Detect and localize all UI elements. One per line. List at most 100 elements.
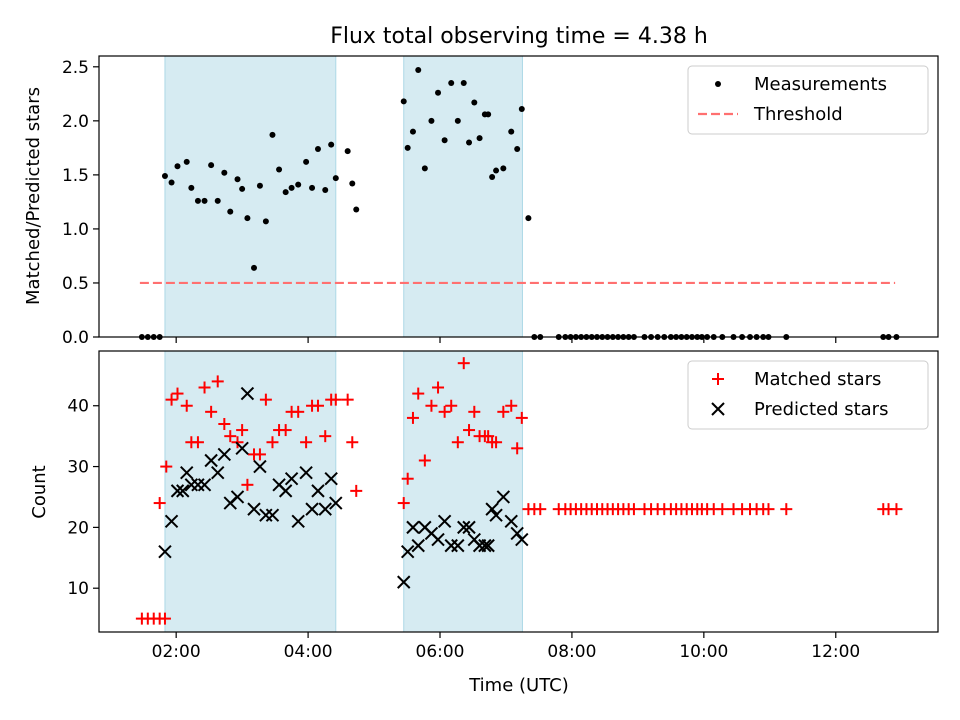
- matched-stars-point: [346, 436, 359, 449]
- matched-stars-point: [451, 436, 464, 449]
- ratio-y-tick-label: 1.0: [62, 220, 89, 240]
- predicted-stars-point: [265, 508, 280, 522]
- measurements-point: [295, 181, 302, 188]
- measurements-point: [168, 179, 175, 186]
- count-y-tick-label: 30: [67, 458, 89, 478]
- legend-label: Predicted stars: [754, 399, 888, 420]
- predicted-stars-point: [496, 490, 511, 504]
- measurements-point: [161, 172, 168, 179]
- matched-stars-point: [497, 405, 510, 418]
- legend-matched-marker: [712, 373, 724, 385]
- measurements-point: [201, 197, 208, 204]
- measurements-point: [256, 182, 263, 189]
- x-tick-label: 10:00: [679, 642, 728, 662]
- legend-label: Measurements: [754, 74, 887, 95]
- matched-stars-point: [350, 484, 363, 497]
- predicted-stars-point: [489, 508, 503, 522]
- measurements-point: [514, 145, 521, 152]
- matched-stars-point: [218, 417, 231, 430]
- count-y-tick-label: 40: [67, 397, 89, 417]
- x-tick-label: 06:00: [416, 642, 465, 662]
- predicted-stars-point: [311, 484, 325, 498]
- measurements-point: [525, 215, 532, 222]
- matched-stars-point: [482, 430, 495, 443]
- predicted-stars-point: [318, 502, 332, 516]
- measurements-point: [208, 162, 215, 169]
- matched-stars-point: [890, 503, 903, 516]
- measurements-point: [404, 144, 411, 151]
- count-y-tick-label: 10: [67, 579, 89, 599]
- measurements-point: [428, 117, 435, 124]
- measurements-point: [454, 117, 461, 124]
- measurements-point: [234, 176, 241, 183]
- measurements-point: [476, 135, 483, 142]
- matched-stars-point: [300, 436, 313, 449]
- ratio-y-tick-label: 2.0: [62, 112, 89, 132]
- ratio-shaded-interval: [164, 55, 337, 338]
- measurements-point: [500, 165, 507, 172]
- measurements-point: [227, 208, 234, 215]
- predicted-stars-point: [324, 472, 338, 486]
- measurements-point: [276, 166, 283, 173]
- matched-stars-point: [259, 393, 272, 406]
- predicted-stars-point: [406, 520, 420, 535]
- measurements-point: [441, 137, 448, 144]
- matched-stars-point: [780, 503, 793, 516]
- matched-stars-point: [627, 503, 640, 516]
- predicted-stars-point: [278, 484, 293, 498]
- predicted-stars-point: [299, 465, 313, 480]
- matched-stars-point: [160, 460, 173, 473]
- matched-stars-point: [716, 503, 729, 516]
- measurements-point: [269, 131, 276, 138]
- count-y-tick-label: 20: [67, 518, 89, 538]
- predicted-stars-point: [211, 465, 225, 480]
- matched-stars-point: [171, 387, 184, 400]
- measurements-point: [303, 158, 310, 165]
- measurements-point: [174, 163, 181, 170]
- chart-title: Flux total observing time = 4.38 h: [330, 24, 708, 49]
- ratio-y-tick-label: 1.5: [62, 166, 89, 186]
- predicted-stars-point: [158, 545, 172, 559]
- predicted-stars-point: [235, 441, 249, 456]
- measurements-point: [349, 180, 356, 187]
- legend-measurements-marker: [715, 81, 721, 87]
- matched-stars-point: [266, 436, 279, 449]
- measurements-point: [239, 185, 246, 192]
- predicted-stars-point: [457, 520, 471, 535]
- count-y-axis-label: Count: [29, 465, 50, 518]
- measurements-point: [400, 98, 407, 105]
- predicted-stars-point: [400, 545, 415, 559]
- matched-stars-point: [198, 381, 211, 394]
- count-shaded-interval: [403, 350, 523, 633]
- x-tick-label: 02:00: [152, 642, 201, 662]
- matched-stars-point: [511, 442, 524, 455]
- predicted-stars-point: [481, 538, 495, 553]
- predicted-stars-point: [397, 575, 411, 589]
- measurements-point: [508, 128, 515, 135]
- count-legend: Matched stars Predicted stars: [687, 360, 929, 430]
- matched-stars-point: [762, 503, 775, 516]
- count-shaded-interval: [164, 350, 337, 633]
- measurements-point: [344, 148, 351, 155]
- matched-stars-point: [341, 393, 354, 406]
- predicted-stars-point: [176, 484, 190, 498]
- predicted-stars-point: [431, 532, 445, 547]
- x-tick-label: 12:00: [811, 642, 860, 662]
- predicted-stars-point: [504, 514, 518, 529]
- matched-stars-point: [445, 399, 458, 412]
- measurements-point: [188, 184, 195, 191]
- measurements-point: [435, 89, 442, 96]
- matched-stars-point: [319, 430, 332, 443]
- matched-stars-point: [412, 387, 425, 400]
- predicted-stars-point: [284, 472, 299, 486]
- ratio-legend: Measurements Threshold: [687, 65, 929, 135]
- measurements-point: [194, 197, 201, 204]
- ratio-y-axis-label: Matched/Predicted stars: [23, 87, 44, 305]
- measurements-point: [466, 139, 473, 146]
- measurements-point: [322, 187, 329, 194]
- measurements-point: [183, 158, 190, 165]
- predicted-stars-point: [170, 484, 185, 498]
- matched-stars-point: [205, 405, 218, 418]
- matched-stars-point: [253, 448, 266, 461]
